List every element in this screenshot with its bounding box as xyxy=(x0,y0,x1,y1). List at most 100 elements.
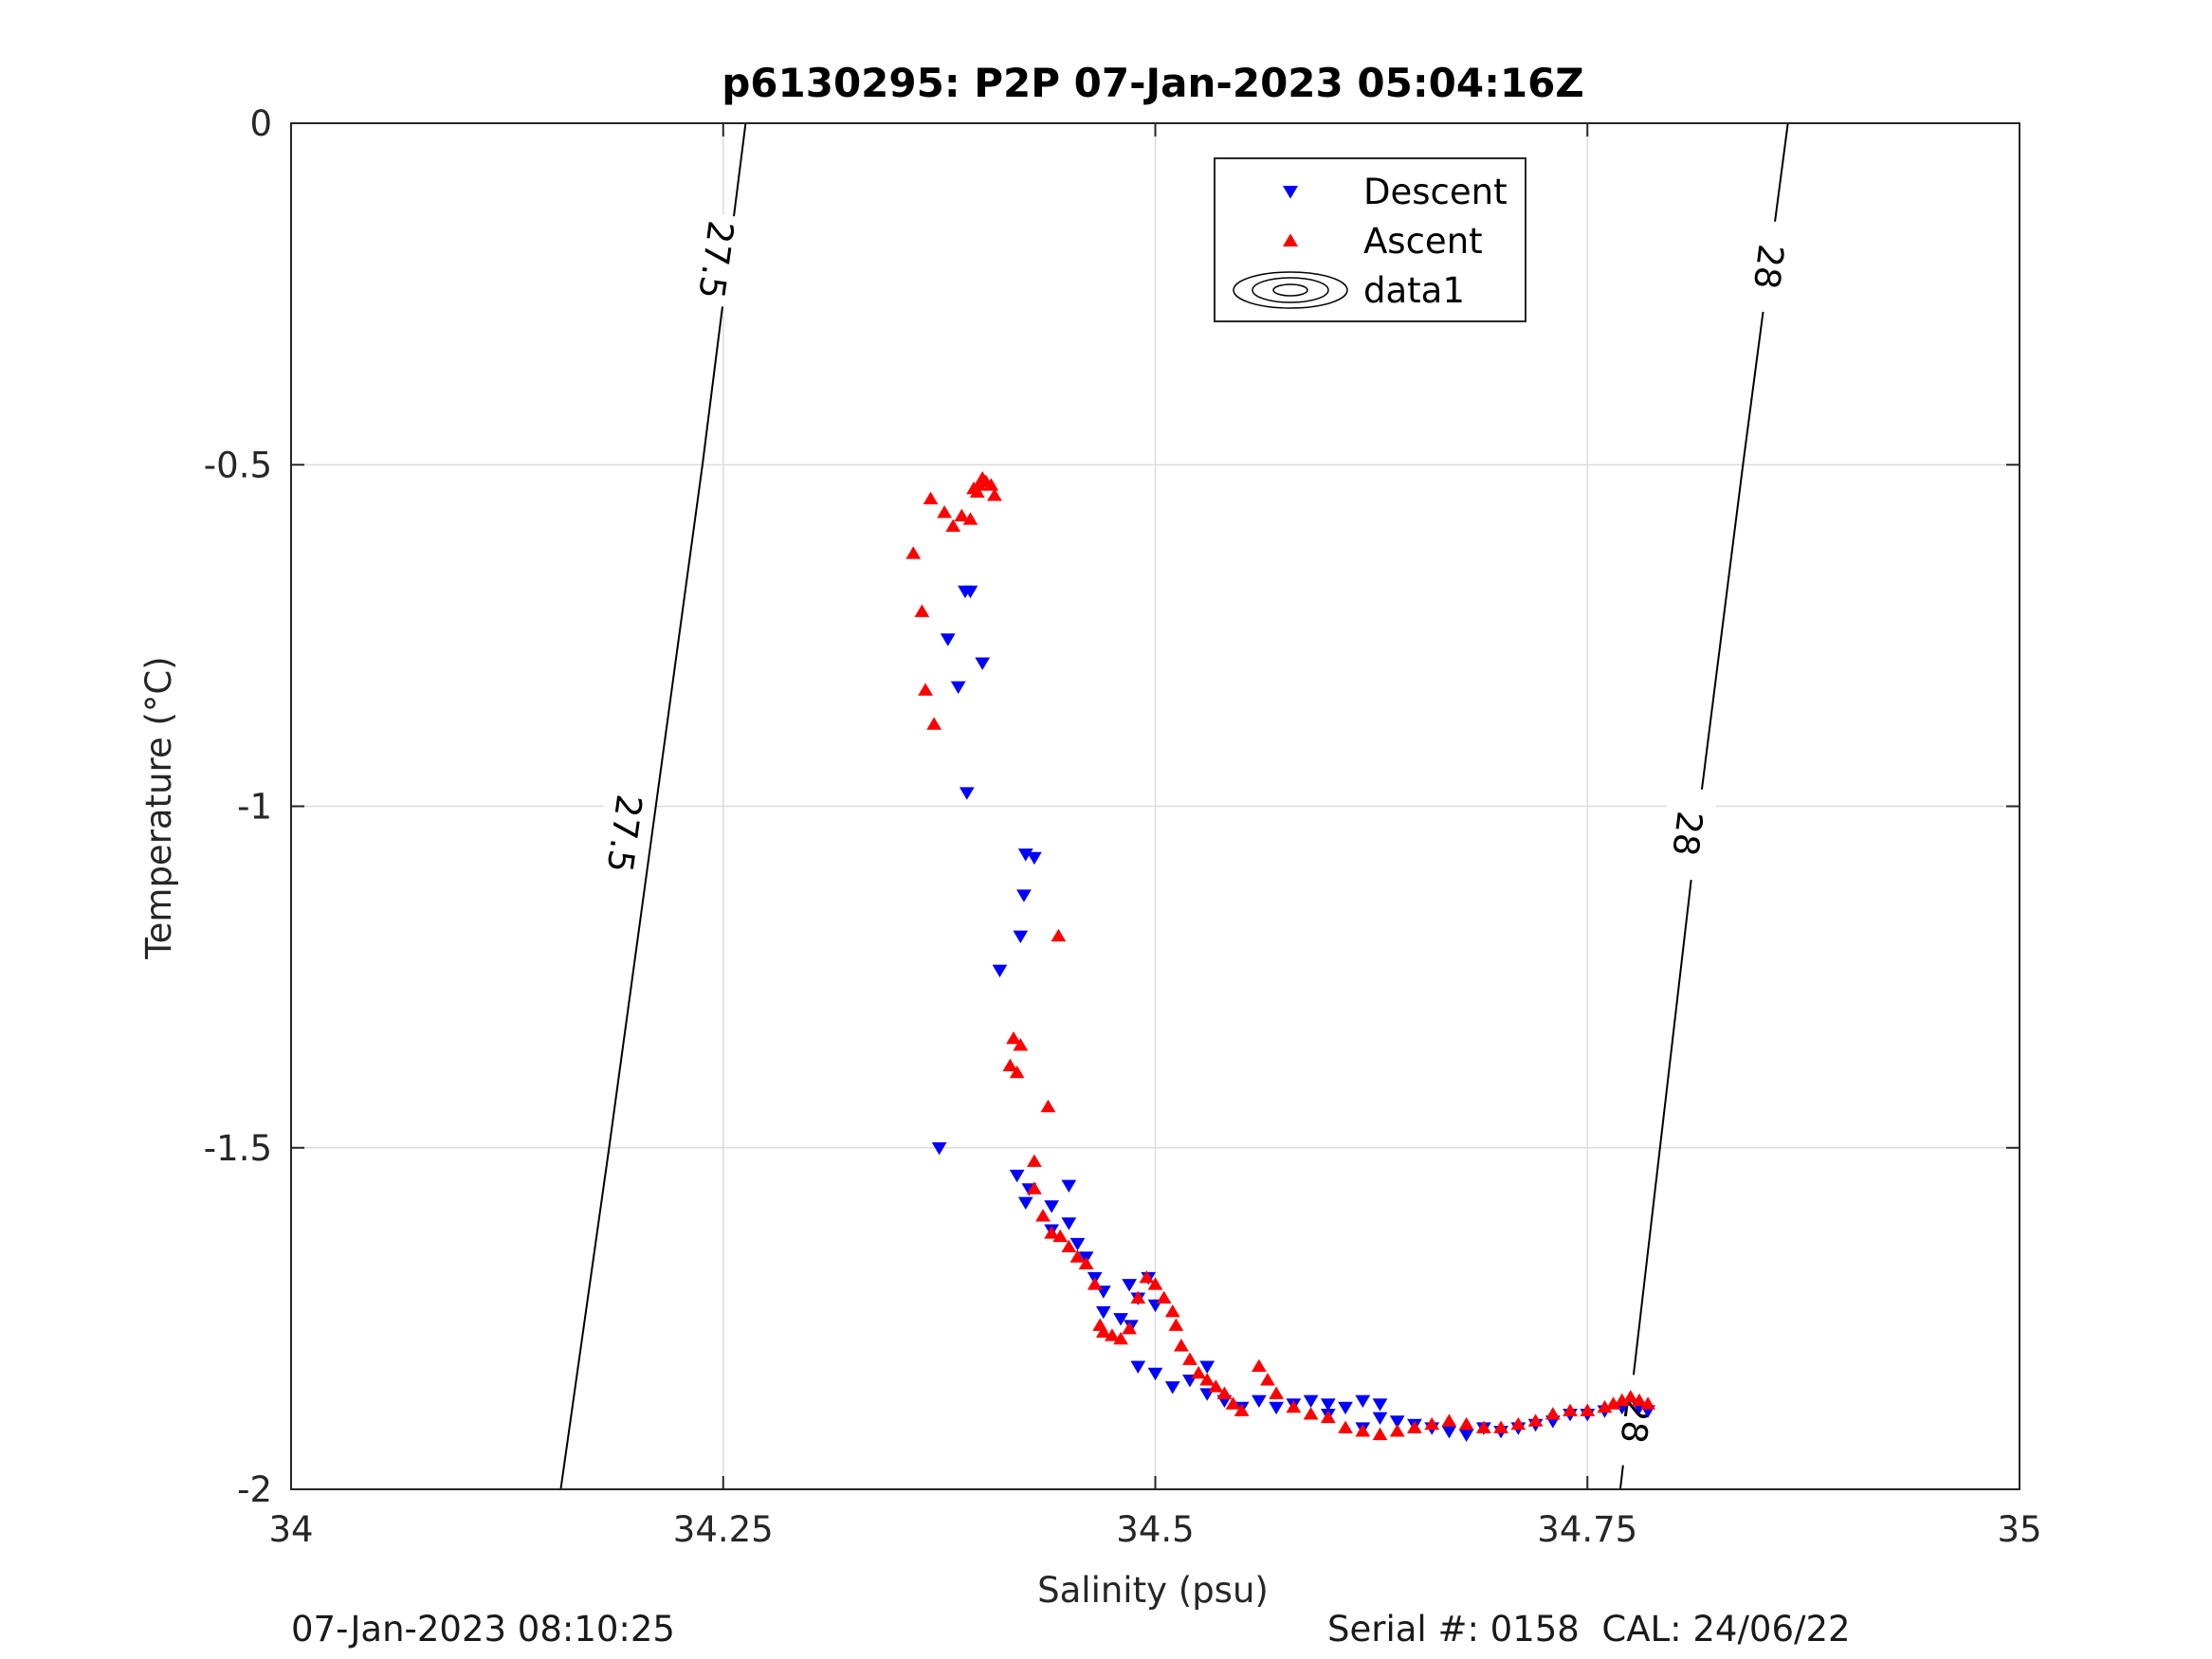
legend-label: data1 xyxy=(1363,270,1465,311)
density-contour-27.5 xyxy=(559,122,747,1490)
ascent-point xyxy=(1355,1424,1371,1437)
contour-label-bg xyxy=(1739,218,1800,316)
legend-label: Ascent xyxy=(1363,221,1483,262)
descent-point xyxy=(1016,889,1032,902)
legend-box xyxy=(1214,157,1526,322)
ascent-point xyxy=(1234,1403,1250,1416)
legend-label: Descent xyxy=(1363,172,1508,212)
descent-point xyxy=(1013,930,1029,944)
y-tick-label: -2 xyxy=(237,1469,272,1510)
x-tick-label: 35 xyxy=(1997,1509,2041,1550)
grid xyxy=(291,123,2020,1489)
descent-point xyxy=(1017,1196,1033,1211)
ascent-point xyxy=(1640,1396,1655,1410)
ascent-point xyxy=(1164,1304,1180,1318)
ascent-point xyxy=(1441,1413,1457,1427)
descent-point xyxy=(1044,1200,1059,1213)
ascent-point xyxy=(945,519,961,532)
x-axis-label: Salinity (psu) xyxy=(1037,1570,1269,1611)
ascent-point xyxy=(1139,1270,1155,1284)
descent-point xyxy=(1199,1360,1216,1374)
descent-point xyxy=(1130,1360,1146,1374)
descent-point xyxy=(1027,851,1042,866)
x-tick-label: 34.25 xyxy=(673,1509,774,1550)
ascent-point xyxy=(1040,1099,1056,1113)
y-tick-label: -0.5 xyxy=(204,445,272,485)
footer-timestamp: 07-Jan-2023 08:10:25 xyxy=(291,1609,675,1650)
ascent-point xyxy=(1191,1365,1206,1379)
legend-contour-icon xyxy=(1252,277,1329,303)
ascent-point xyxy=(969,484,985,498)
legend: Descent Ascent data1 xyxy=(1214,157,1526,322)
ascent-point xyxy=(1113,1331,1128,1345)
legend-contour-icon xyxy=(1272,283,1308,297)
ascent-point xyxy=(914,604,930,617)
descent-point xyxy=(1389,1415,1405,1429)
ascent-point xyxy=(1208,1379,1224,1393)
descent-point xyxy=(1372,1412,1388,1425)
ascent-point xyxy=(1002,1058,1018,1072)
descent-point xyxy=(962,585,978,599)
ascent-point xyxy=(1225,1396,1241,1410)
contour-label-bg xyxy=(686,211,747,309)
descent-point xyxy=(1303,1395,1319,1408)
chart-title: p6130295: P2P 07-Jan-2023 05:04:16Z xyxy=(722,60,1584,106)
ascent-point xyxy=(1216,1386,1233,1399)
descent-point xyxy=(1441,1426,1457,1439)
descent-point xyxy=(1061,1179,1077,1194)
ascent-point xyxy=(1372,1427,1388,1441)
x-tick-label: 34.75 xyxy=(1537,1509,1637,1550)
ascent-point xyxy=(1061,1239,1077,1252)
contour-label: 28 xyxy=(1664,809,1709,858)
ascent-point xyxy=(1622,1390,1638,1403)
ascent-point xyxy=(1303,1407,1319,1420)
ascent-point xyxy=(1078,1256,1094,1269)
legend-marker-icon xyxy=(1283,233,1298,246)
y-tick-label: 0 xyxy=(249,103,272,144)
ascent-point xyxy=(1105,1328,1120,1341)
ascent-point xyxy=(1052,1229,1069,1243)
ascent-point xyxy=(1130,1290,1146,1304)
descent-point xyxy=(1458,1429,1474,1442)
ascent-point xyxy=(1199,1373,1216,1386)
descent-point xyxy=(931,1142,947,1156)
ascent-point xyxy=(1510,1416,1526,1431)
descent-point xyxy=(975,657,991,670)
contour-label: 28 xyxy=(1746,242,1791,291)
ascent-point xyxy=(1095,1324,1111,1339)
ascent-point xyxy=(1260,1373,1275,1386)
y-axis-label: Temperature (°C) xyxy=(138,656,179,959)
data-series xyxy=(905,471,1655,1442)
descent-point xyxy=(1069,1237,1086,1251)
descent-point xyxy=(1122,1279,1138,1292)
ascent-point xyxy=(954,508,970,522)
ascent-point xyxy=(1407,1420,1422,1433)
ascent-point xyxy=(983,478,999,491)
ascent-point xyxy=(918,683,933,696)
ascent-point xyxy=(1252,1358,1267,1373)
descent-point xyxy=(1252,1395,1267,1408)
descent-point xyxy=(1009,1169,1025,1183)
descent-point xyxy=(1095,1305,1111,1320)
ascent-point xyxy=(1122,1322,1138,1335)
ascent-point xyxy=(1493,1420,1508,1433)
descent-point xyxy=(992,964,1008,978)
ascent-point xyxy=(1069,1249,1086,1263)
y-tick-label: -1 xyxy=(237,787,272,828)
ascent-point xyxy=(1458,1416,1474,1431)
ascent-point xyxy=(1147,1277,1163,1290)
ascent-point xyxy=(1545,1407,1561,1420)
footer-serial-cal: Serial #: 0158 CAL: 24/06/22 xyxy=(1327,1609,1851,1650)
ascent-point xyxy=(1320,1410,1336,1424)
descent-point xyxy=(940,633,956,647)
ascent-point xyxy=(1006,1030,1021,1045)
ascent-point xyxy=(1475,1420,1491,1433)
ascent-point xyxy=(1027,1154,1042,1167)
ascent-point xyxy=(1632,1393,1647,1407)
legend-contour-icon xyxy=(1233,271,1348,309)
legend-marker-icon xyxy=(1283,186,1298,199)
ascent-point xyxy=(937,505,952,519)
ascent-point xyxy=(1269,1386,1284,1399)
